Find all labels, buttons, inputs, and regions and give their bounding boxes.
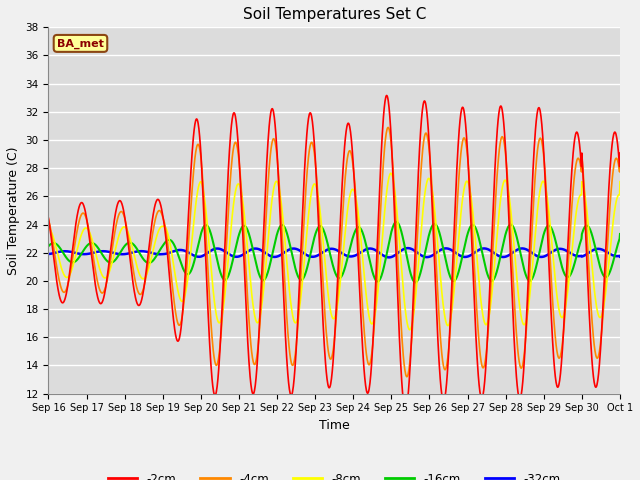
-16cm bbox=[393, 219, 401, 225]
-4cm bbox=[45, 216, 52, 222]
-2cm bbox=[383, 93, 390, 98]
-2cm bbox=[423, 108, 431, 114]
-4cm bbox=[385, 125, 392, 131]
-32cm bbox=[45, 251, 52, 257]
-8cm bbox=[566, 267, 574, 273]
-4cm bbox=[423, 131, 431, 137]
-4cm bbox=[403, 374, 411, 380]
-32cm bbox=[269, 254, 276, 260]
-8cm bbox=[406, 327, 413, 333]
-4cm bbox=[269, 137, 276, 143]
-32cm bbox=[566, 250, 574, 256]
-32cm bbox=[385, 254, 393, 260]
-8cm bbox=[387, 170, 395, 176]
-4cm bbox=[616, 154, 624, 160]
-16cm bbox=[566, 273, 574, 278]
-2cm bbox=[401, 407, 409, 413]
Line: -16cm: -16cm bbox=[49, 222, 620, 282]
Line: -4cm: -4cm bbox=[49, 128, 620, 377]
-4cm bbox=[517, 365, 525, 371]
Title: Soil Temperatures Set C: Soil Temperatures Set C bbox=[243, 7, 426, 22]
Legend: -2cm, -4cm, -8cm, -16cm, -32cm: -2cm, -4cm, -8cm, -16cm, -32cm bbox=[103, 468, 565, 480]
-8cm bbox=[423, 180, 431, 186]
-8cm bbox=[616, 179, 624, 184]
-16cm bbox=[269, 250, 276, 255]
-4cm bbox=[171, 303, 179, 309]
-32cm bbox=[283, 248, 291, 254]
-32cm bbox=[171, 248, 179, 254]
-8cm bbox=[283, 257, 291, 263]
-16cm bbox=[171, 243, 179, 249]
Line: -32cm: -32cm bbox=[49, 248, 620, 257]
-8cm bbox=[45, 225, 52, 231]
-32cm bbox=[517, 246, 525, 252]
-16cm bbox=[412, 279, 419, 285]
Line: -8cm: -8cm bbox=[49, 173, 620, 330]
-8cm bbox=[171, 269, 179, 275]
-4cm bbox=[283, 312, 291, 317]
-4cm bbox=[566, 232, 574, 238]
-16cm bbox=[45, 243, 52, 249]
-2cm bbox=[171, 326, 179, 332]
-16cm bbox=[423, 242, 431, 248]
-2cm bbox=[283, 354, 291, 360]
-16cm bbox=[616, 231, 624, 237]
Y-axis label: Soil Temperature (C): Soil Temperature (C) bbox=[7, 146, 20, 275]
-16cm bbox=[283, 229, 291, 235]
Text: BA_met: BA_met bbox=[57, 38, 104, 48]
-2cm bbox=[566, 199, 574, 204]
-16cm bbox=[517, 252, 525, 258]
-32cm bbox=[404, 245, 412, 251]
X-axis label: Time: Time bbox=[319, 419, 349, 432]
-2cm bbox=[45, 216, 52, 221]
-32cm bbox=[616, 254, 624, 260]
-2cm bbox=[269, 106, 276, 112]
-2cm bbox=[616, 150, 624, 156]
-8cm bbox=[517, 312, 525, 317]
Line: -2cm: -2cm bbox=[49, 96, 620, 410]
-2cm bbox=[517, 394, 525, 400]
-32cm bbox=[423, 254, 431, 260]
-8cm bbox=[269, 192, 276, 197]
